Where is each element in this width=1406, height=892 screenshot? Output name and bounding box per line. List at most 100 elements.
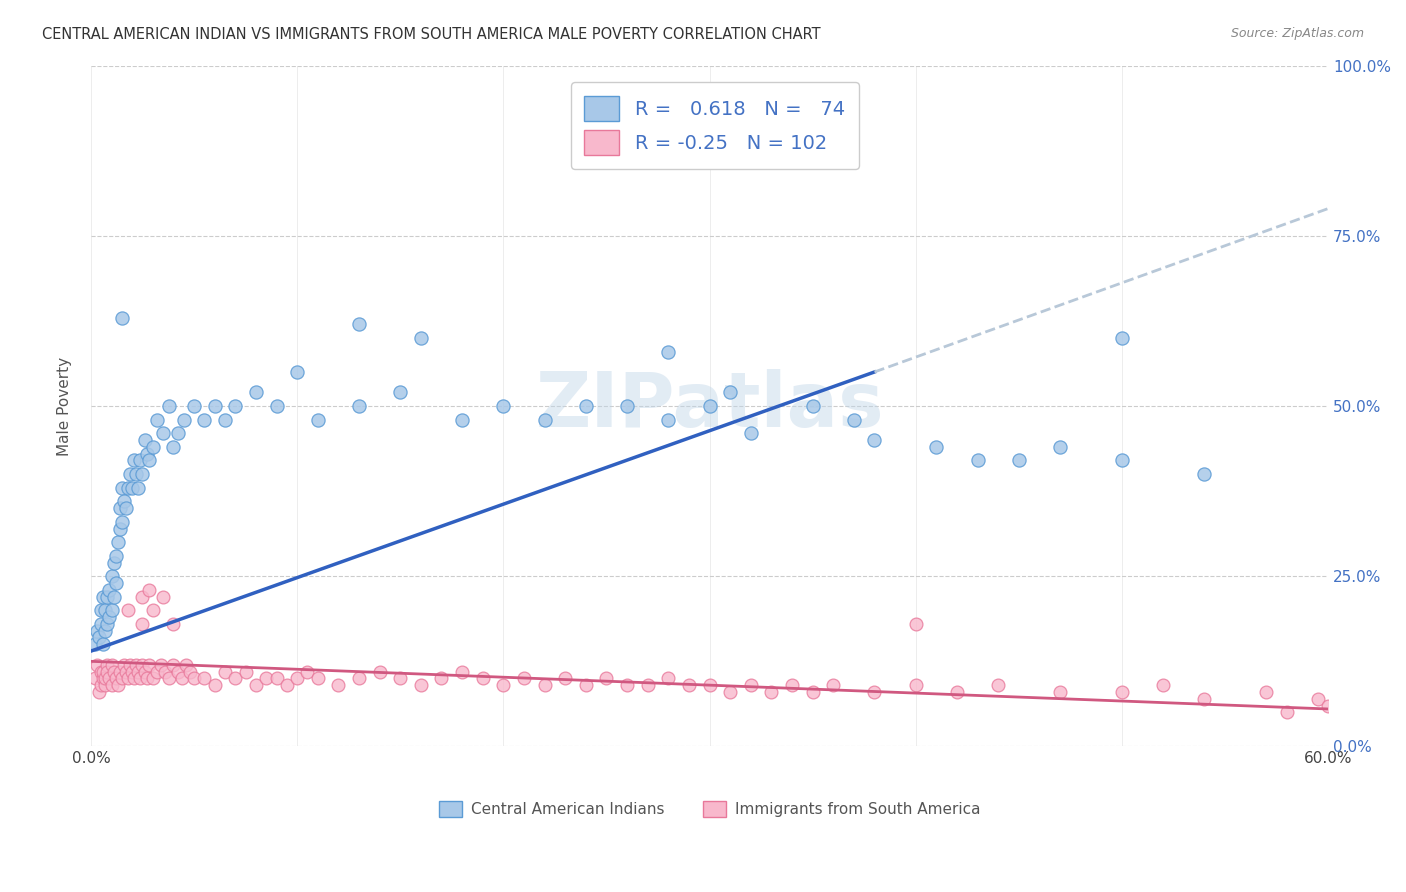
Point xyxy=(142,603,165,617)
Point xyxy=(193,412,215,426)
Point xyxy=(1194,467,1216,481)
Point xyxy=(595,671,617,685)
Point xyxy=(117,671,139,685)
Point xyxy=(104,576,127,591)
Point xyxy=(471,671,494,685)
Point xyxy=(780,678,803,692)
Point xyxy=(96,590,118,604)
Point xyxy=(90,665,112,679)
Point xyxy=(84,671,107,685)
Point xyxy=(84,637,107,651)
Point xyxy=(138,453,160,467)
Point xyxy=(96,657,118,672)
Point xyxy=(214,665,236,679)
Point xyxy=(94,624,117,638)
Point xyxy=(987,678,1010,692)
Point xyxy=(135,671,157,685)
Point xyxy=(347,318,370,332)
Point xyxy=(152,590,174,604)
Point xyxy=(131,467,153,481)
Point xyxy=(90,603,112,617)
Point xyxy=(86,624,108,638)
Point xyxy=(492,399,515,413)
Point xyxy=(127,665,149,679)
Point xyxy=(1111,685,1133,699)
Point xyxy=(111,515,134,529)
Point xyxy=(801,399,824,413)
Point xyxy=(138,582,160,597)
Point xyxy=(111,671,134,685)
Point xyxy=(842,412,865,426)
Point xyxy=(107,678,129,692)
Point xyxy=(1049,685,1071,699)
Point xyxy=(162,616,184,631)
Point xyxy=(120,657,142,672)
Point xyxy=(162,657,184,672)
Point xyxy=(307,412,329,426)
Point xyxy=(142,440,165,454)
Point xyxy=(430,671,453,685)
Point xyxy=(108,522,131,536)
Point xyxy=(389,671,412,685)
Point xyxy=(115,665,138,679)
Point xyxy=(98,582,121,597)
Point xyxy=(122,671,145,685)
Point xyxy=(117,481,139,495)
Point xyxy=(451,665,474,679)
Point xyxy=(112,494,135,508)
Point xyxy=(904,616,927,631)
Point xyxy=(121,665,143,679)
Point xyxy=(193,671,215,685)
Point xyxy=(100,678,122,692)
Point xyxy=(1317,698,1340,713)
Point xyxy=(224,671,246,685)
Point xyxy=(389,385,412,400)
Point xyxy=(1194,691,1216,706)
Point xyxy=(100,569,122,583)
Point xyxy=(112,657,135,672)
Point xyxy=(285,365,308,379)
Point xyxy=(104,549,127,563)
Point xyxy=(91,671,114,685)
Point xyxy=(111,310,134,325)
Point xyxy=(657,412,679,426)
Point xyxy=(1256,685,1278,699)
Point xyxy=(96,665,118,679)
Point xyxy=(245,678,267,692)
Point xyxy=(183,399,205,413)
Point xyxy=(90,678,112,692)
Point xyxy=(89,685,111,699)
Point xyxy=(152,426,174,441)
Point xyxy=(94,678,117,692)
Point xyxy=(347,399,370,413)
Point xyxy=(451,412,474,426)
Text: ZIPatlas: ZIPatlas xyxy=(536,369,884,443)
Point xyxy=(135,447,157,461)
Point xyxy=(801,685,824,699)
Point xyxy=(166,665,188,679)
Point xyxy=(699,678,721,692)
Point xyxy=(104,671,127,685)
Point xyxy=(616,399,638,413)
Point xyxy=(946,685,969,699)
Point xyxy=(103,590,125,604)
Point xyxy=(134,433,156,447)
Point xyxy=(254,671,277,685)
Point xyxy=(90,616,112,631)
Point xyxy=(966,453,988,467)
Point xyxy=(554,671,576,685)
Point xyxy=(129,453,152,467)
Point xyxy=(368,665,391,679)
Point xyxy=(108,665,131,679)
Point xyxy=(718,685,741,699)
Point xyxy=(204,678,226,692)
Point xyxy=(740,678,762,692)
Point xyxy=(740,426,762,441)
Y-axis label: Male Poverty: Male Poverty xyxy=(58,357,72,456)
Point xyxy=(120,467,142,481)
Point xyxy=(285,671,308,685)
Text: CENTRAL AMERICAN INDIAN VS IMMIGRANTS FROM SOUTH AMERICA MALE POVERTY CORRELATIO: CENTRAL AMERICAN INDIAN VS IMMIGRANTS FR… xyxy=(42,27,821,42)
Point xyxy=(98,671,121,685)
Point xyxy=(823,678,845,692)
Point xyxy=(761,685,783,699)
